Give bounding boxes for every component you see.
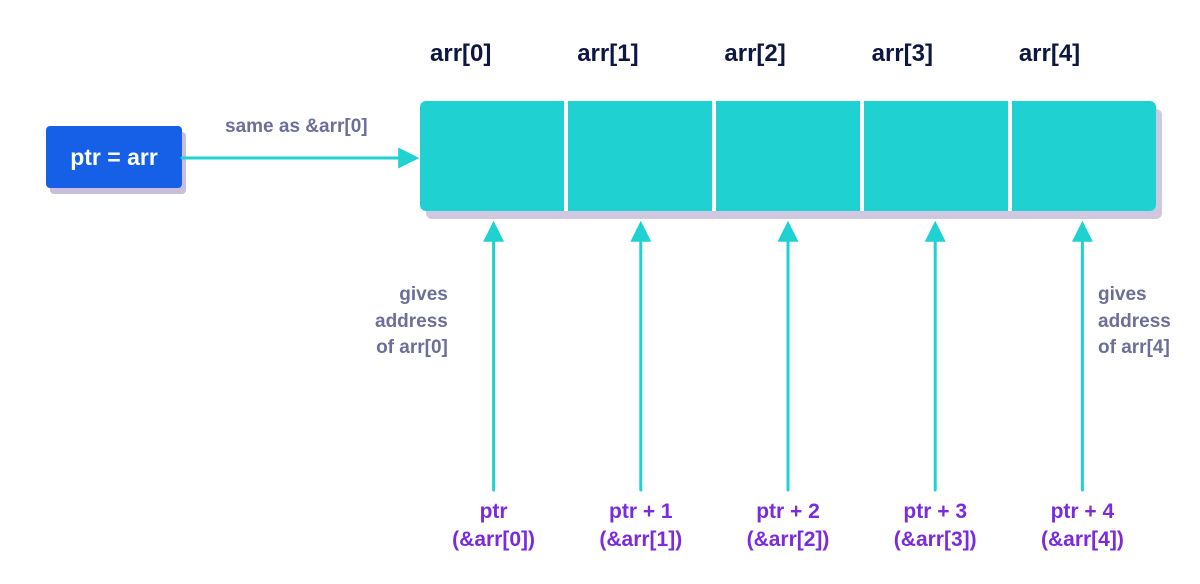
ptr-expression: ptr + 4 (&arr[4]) xyxy=(1009,498,1156,555)
same-as-label: same as &arr[0] xyxy=(225,116,368,138)
ptr-expression: ptr (&arr[0]) xyxy=(420,498,567,555)
array-cell xyxy=(568,101,716,211)
pointer-array-diagram: ptr = arr same as &arr[0] arr[0] arr[1] … xyxy=(0,0,1200,584)
arrow-overlay xyxy=(0,0,1200,584)
note-left: gives address of arr[0] xyxy=(375,282,448,362)
index-label: arr[4] xyxy=(1009,40,1156,68)
ptr-expression: ptr + 3 (&arr[3]) xyxy=(862,498,1009,555)
ptr-expression: ptr + 1 (&arr[1]) xyxy=(567,498,714,555)
array-cell xyxy=(420,101,568,211)
index-label: arr[1] xyxy=(567,40,714,68)
index-label-row: arr[0] arr[1] arr[2] arr[3] arr[4] xyxy=(420,40,1156,68)
ptr-expression: ptr + 2 (&arr[2]) xyxy=(714,498,861,555)
array-cell xyxy=(716,101,864,211)
ptr-expression-row: ptr (&arr[0]) ptr + 1 (&arr[1]) ptr + 2 … xyxy=(420,498,1156,555)
index-label: arr[2] xyxy=(714,40,861,68)
note-right: gives address of arr[4] xyxy=(1098,282,1171,362)
array-cell xyxy=(1012,101,1156,211)
index-label: arr[0] xyxy=(420,40,567,68)
index-label: arr[3] xyxy=(862,40,1009,68)
ptr-assignment-text: ptr = arr xyxy=(70,144,158,171)
array-cell xyxy=(864,101,1012,211)
array-row xyxy=(420,101,1156,211)
ptr-assignment-box: ptr = arr xyxy=(46,126,182,188)
